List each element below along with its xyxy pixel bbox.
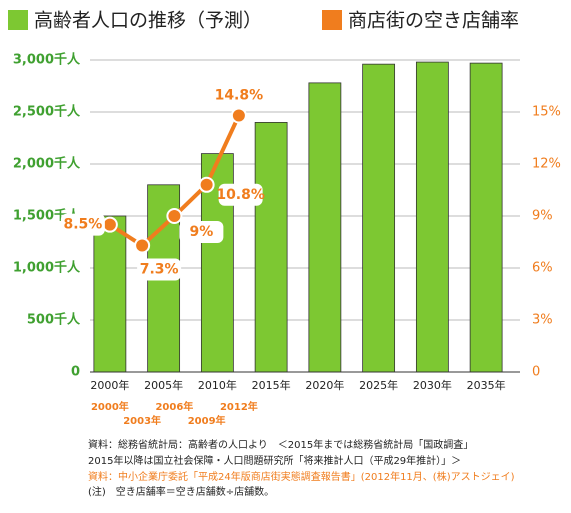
y-tick-label: 2,500千人 <box>13 104 81 120</box>
line-point <box>134 237 151 254</box>
y-tick-label: 0 <box>71 365 80 380</box>
x-tick-label: 2015年 <box>252 378 291 392</box>
y-tick-label: 2,000千人 <box>13 156 81 172</box>
data-label: 7.3% <box>140 261 179 277</box>
bar <box>308 82 342 373</box>
y2-tick-label: 9% <box>532 209 553 224</box>
data-label-box <box>218 183 263 206</box>
y-tick-label: 3,000千人 <box>13 52 81 68</box>
x-tick-label: 2010年 <box>198 378 237 392</box>
x-tick-label: 2035年 <box>467 378 506 392</box>
data-label: 14.8% <box>215 87 264 103</box>
data-label-box <box>60 213 105 236</box>
y2-tick-label: 15% <box>532 105 561 120</box>
line-point <box>198 176 215 193</box>
line-x-label: 2000年 <box>91 400 129 413</box>
data-label-box <box>216 84 261 107</box>
x-tick-label: 2030年 <box>413 378 452 392</box>
bar <box>254 122 288 373</box>
y-tick-label: 1,000千人 <box>13 260 81 276</box>
data-label: 8.5% <box>63 217 102 233</box>
legend-label: 高齢者人口の推移（予測） <box>34 10 262 32</box>
bar <box>93 215 127 373</box>
line-point <box>230 107 247 124</box>
line-x-label: 2006年 <box>155 400 193 413</box>
source-note: 資料：総務省統計局：高齢者の人口より ＜2015年までは総務省統計局「国政調査」 <box>88 438 473 451</box>
data-label-box <box>137 258 182 281</box>
line-x-label: 2003年 <box>123 414 161 427</box>
y2-tick-label: 6% <box>532 261 553 276</box>
x-tick-label: 2000年 <box>90 378 129 392</box>
data-label-box <box>179 221 224 243</box>
data-label: 9% <box>189 224 213 240</box>
y-tick-label: 500千人 <box>27 312 81 328</box>
line-point <box>101 216 118 233</box>
bar <box>362 63 396 373</box>
legend-swatch <box>8 10 28 30</box>
source-note: 2015年以降は国立社会保障・人口問題研究所「将来推計人口（平成29年推計）」＞ <box>88 454 461 467</box>
line-x-label: 2012年 <box>220 400 258 413</box>
x-tick-label: 2005年 <box>144 378 183 392</box>
bar <box>469 62 503 373</box>
y2-tick-label: 0 <box>532 365 540 380</box>
legend-swatch <box>322 10 342 30</box>
source-note: 資料：中小企業庁委託「平成24年版商店街実態調査報告書」(2012年11月、(株… <box>88 470 515 483</box>
bar <box>415 61 449 373</box>
x-tick-label: 2025年 <box>359 378 398 392</box>
y2-tick-label: 12% <box>532 157 561 172</box>
x-tick-label: 2020年 <box>305 378 344 392</box>
y2-tick-label: 3% <box>532 313 553 328</box>
line-x-label: 2009年 <box>188 414 226 427</box>
legend-label: 商店街の空き店舗率 <box>348 10 519 32</box>
source-note: (注) 空き店舗率＝空き店舗数÷店舗数。 <box>88 485 274 498</box>
line-point <box>166 208 183 224</box>
data-label: 10.8% <box>216 187 265 203</box>
